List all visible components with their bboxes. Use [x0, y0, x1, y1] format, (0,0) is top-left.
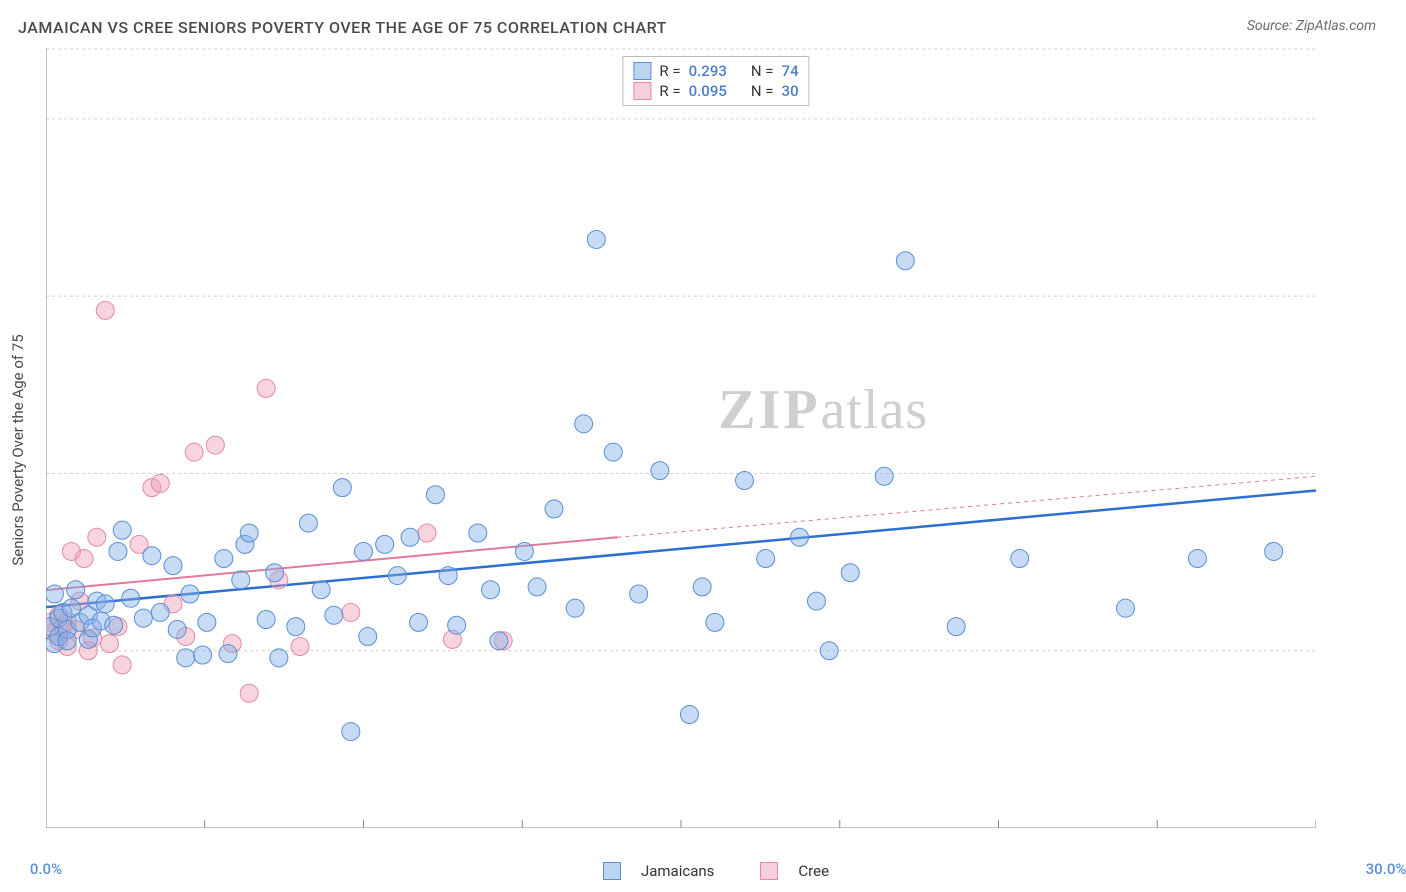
source-label: Source: ZipAtlas.com	[1247, 18, 1376, 34]
r-value: 0.293	[689, 62, 727, 80]
n-label: N =	[751, 82, 774, 100]
swatch-pink-icon	[633, 82, 651, 100]
swatch-blue-icon	[633, 62, 651, 80]
swatch-pink-icon	[760, 862, 778, 880]
y-axis-label: Seniors Poverty Over the Age of 75	[9, 334, 27, 565]
correlation-legend: R = 0.293 N = 74 R = 0.095 N = 30	[622, 56, 809, 106]
series-legend: Jamaicans Cree	[603, 862, 829, 880]
correlation-row-pink: R = 0.095 N = 30	[633, 81, 798, 101]
series-label-cree: Cree	[798, 862, 829, 880]
swatch-blue-icon	[603, 862, 621, 880]
series-label-jamaicans: Jamaicans	[641, 862, 714, 880]
r-value: 0.095	[689, 82, 727, 100]
x-tick-label: 30.0%	[1366, 860, 1406, 878]
correlation-row-blue: R = 0.293 N = 74	[633, 61, 798, 81]
n-value: 30	[782, 82, 799, 100]
chart-area: Seniors Poverty Over the Age of 75 ZIPat…	[46, 48, 1386, 852]
chart-title: JAMAICAN VS CREE SENIORS POVERTY OVER TH…	[18, 18, 667, 37]
r-label: R =	[659, 62, 680, 80]
x-tick-label: 0.0%	[30, 860, 62, 878]
n-label: N =	[751, 62, 774, 80]
r-label: R =	[659, 82, 680, 100]
n-value: 74	[782, 62, 799, 80]
scatter-plot	[46, 48, 1316, 828]
